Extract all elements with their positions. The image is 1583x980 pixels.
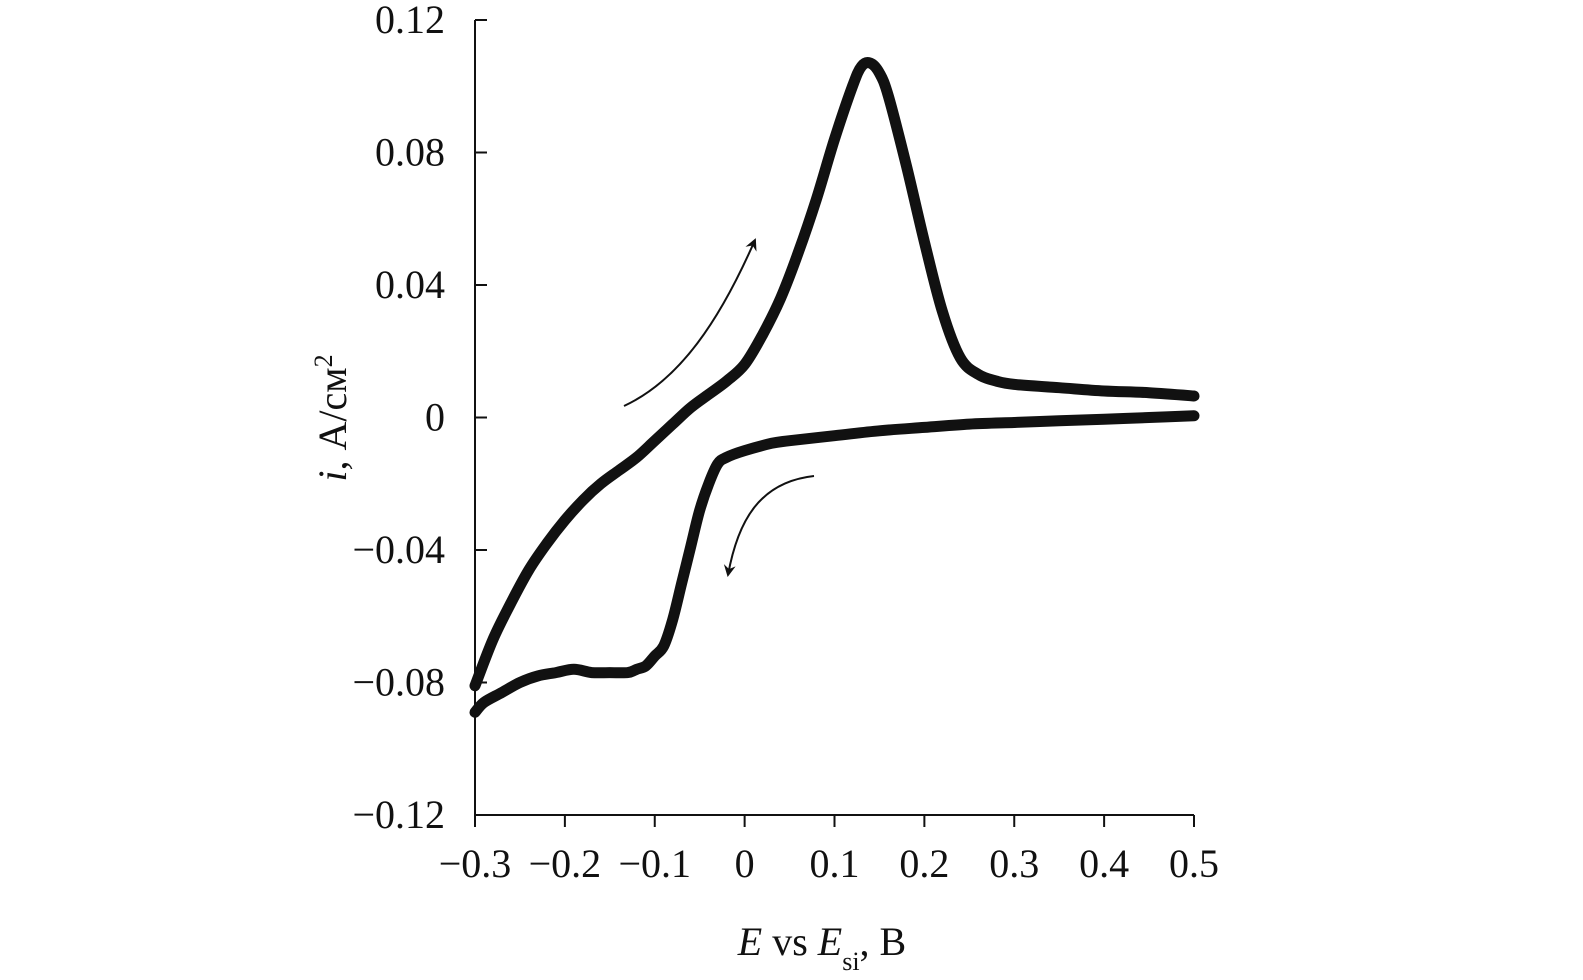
cathodic-sweep-line (469, 410, 1200, 718)
y-tick-label: 0.08 (375, 130, 445, 175)
y-axis-title: i, А/см2 (309, 354, 356, 481)
x-tick-label: −0.2 (529, 841, 602, 886)
y-tick-label: −0.12 (352, 792, 445, 837)
x-axis-title: E vs Esi, В (737, 919, 906, 976)
x-tick-label: 0.1 (810, 841, 860, 886)
x-tick-label: −0.3 (439, 841, 512, 886)
anodic-sweep-arrow-icon (623, 238, 757, 407)
x-axis-unit: , В (860, 919, 907, 964)
series-layer (469, 57, 1200, 718)
y-tick-label: −0.08 (352, 660, 445, 705)
y-axis-unit: , А/см (310, 367, 355, 470)
x-tick-label: 0.2 (899, 841, 949, 886)
x-tick-label: 0.5 (1169, 841, 1219, 886)
x-ticks: −0.3 −0.2 −0.1 0 0.1 0.2 0.3 0.4 0.5 (439, 815, 1219, 886)
y-tick-label: 0.04 (375, 262, 445, 307)
x-axis-mid: vs (762, 919, 818, 964)
y-axis-var: i (310, 470, 355, 481)
y-tick-label: 0.12 (375, 0, 445, 42)
y-axis-sup: 2 (309, 354, 338, 367)
cathodic-sweep-arrow-icon (723, 475, 815, 577)
x-tick-label: 0.4 (1079, 841, 1129, 886)
x-tick-label: 0 (735, 841, 755, 886)
anodic-sweep-line (469, 57, 1200, 692)
y-tick-label: −0.04 (352, 527, 445, 572)
x-axis-ref: E (817, 919, 842, 964)
y-tick-label: 0 (425, 395, 445, 440)
x-tick-label: −0.1 (618, 841, 691, 886)
x-tick-label: 0.3 (989, 841, 1039, 886)
x-axis-sub: si (842, 947, 859, 976)
y-ticks: 0.12 0.08 0.04 0 −0.04 −0.08 −0.12 (352, 0, 487, 837)
x-axis-var: E (737, 919, 762, 964)
